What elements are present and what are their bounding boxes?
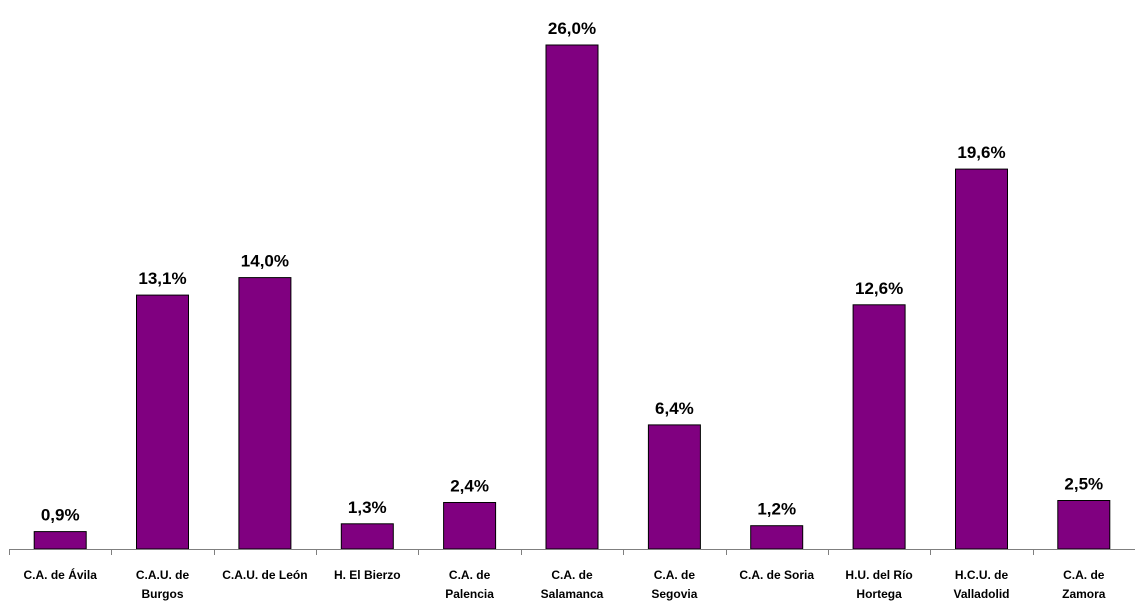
category-label-line: Hortega xyxy=(856,587,902,601)
category-label-line: C.A.U. de xyxy=(136,568,190,582)
category-label-8: H.U. del Río Hortega xyxy=(845,568,912,601)
bar-3 xyxy=(340,523,394,550)
category-label-line: Burgos xyxy=(142,587,184,601)
bar-7 xyxy=(750,525,804,550)
category-label-line: C.A. de xyxy=(654,568,696,582)
bar-4 xyxy=(443,502,497,550)
category-label-2: C.A.U. de León xyxy=(222,568,307,582)
category-label-line: Palencia xyxy=(445,587,494,601)
bar-8 xyxy=(852,304,906,550)
category-label-4: C.A. de Palencia xyxy=(445,568,494,601)
data-label-10: 2,5% xyxy=(1064,475,1103,494)
x-axis xyxy=(9,549,1135,555)
bar-9 xyxy=(955,168,1008,550)
data-label-8: 12,6% xyxy=(855,279,903,298)
category-label-line: Salamanca xyxy=(541,587,604,601)
category-label-line: H. El Bierzo xyxy=(334,568,401,582)
category-label-3: H. El Bierzo xyxy=(334,568,401,582)
category-label-7: C.A. de Soria xyxy=(739,568,814,582)
category-label-line: Segovia xyxy=(651,587,697,601)
category-label-line: H.C.U. de xyxy=(955,568,1009,582)
bar-10 xyxy=(1057,500,1111,550)
data-label-0: 0,9% xyxy=(41,506,80,525)
bar-1 xyxy=(136,294,189,550)
category-label-line: C.A. de xyxy=(1063,568,1105,582)
category-label-line: C.A. de Soria xyxy=(739,568,814,582)
bar-6 xyxy=(647,424,701,550)
bars-group xyxy=(33,44,1111,550)
category-label-line: C.A.U. de León xyxy=(222,568,307,582)
category-label-line: Valladolid xyxy=(953,587,1009,601)
bar-5 xyxy=(545,44,599,550)
category-label-9: H.C.U. de Valladolid xyxy=(953,568,1009,601)
category-label-line: C.A. de xyxy=(449,568,491,582)
data-label-6: 6,4% xyxy=(655,399,694,418)
category-label-6: C.A. de Segovia xyxy=(651,568,697,601)
data-label-3: 1,3% xyxy=(348,498,387,517)
category-label-line: H.U. del Río xyxy=(845,568,912,582)
data-label-4: 2,4% xyxy=(450,477,489,496)
value-labels-group: 0,9% 13,1% 14,0% 1,3% 2,4% 26,0% 6,4% 1,2% 12,6%… xyxy=(41,19,1103,525)
category-label-line: C.A. de xyxy=(551,568,593,582)
data-label-7: 1,2% xyxy=(757,500,796,519)
category-labels-group: C.A. de Ávila C.A.U. de Burgos C.A.U. de Le… xyxy=(24,567,1106,601)
data-label-1: 13,1% xyxy=(138,269,186,288)
data-label-5: 26,0% xyxy=(548,19,596,38)
category-label-10: C.A. de Zamora xyxy=(1062,568,1106,601)
data-label-2: 14,0% xyxy=(241,252,289,271)
category-label-1: C.A.U. de Burgos xyxy=(136,568,190,601)
category-label-line: C.A. de Ávila xyxy=(24,567,98,582)
bar-0 xyxy=(33,531,87,550)
data-label-9: 19,6% xyxy=(957,143,1005,162)
bar-2 xyxy=(238,277,292,550)
category-label-5: C.A. de Salamanca xyxy=(541,568,604,601)
category-label-0: C.A. de Ávila xyxy=(24,567,98,582)
category-label-line: Zamora xyxy=(1062,587,1106,601)
